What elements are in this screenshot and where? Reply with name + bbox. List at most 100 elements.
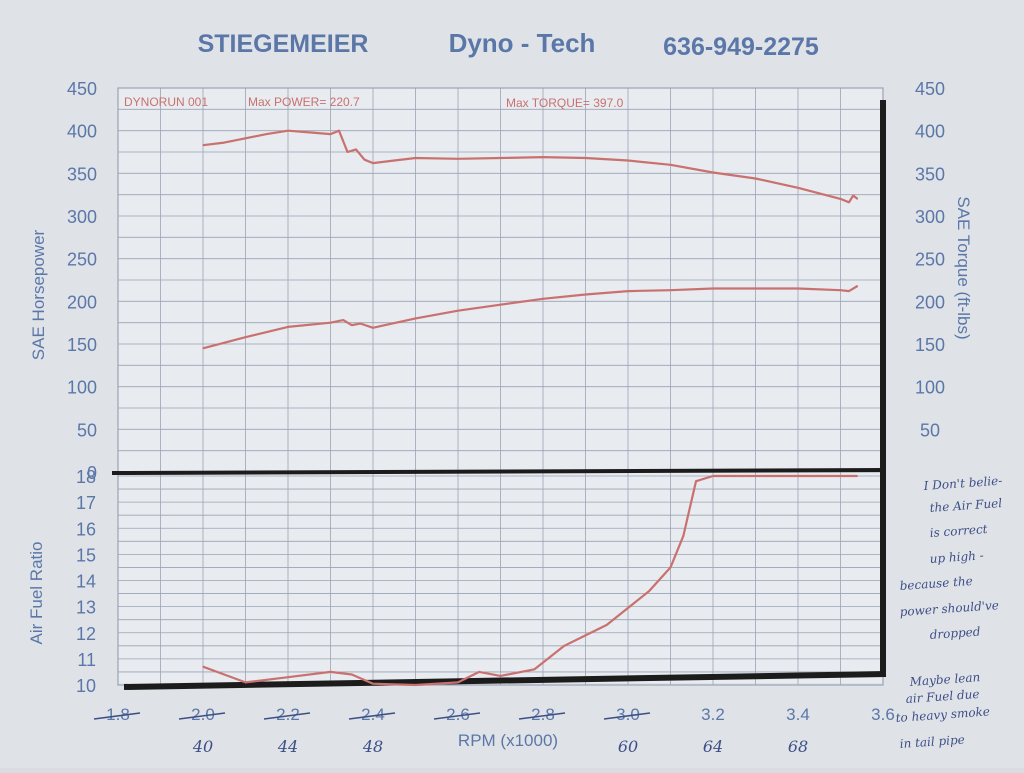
handwritten-number: 64 [703, 737, 723, 756]
power-point [329, 322, 332, 324]
afr-point [457, 681, 459, 683]
x-axis-label-rpm: RPM (x1000) [458, 731, 558, 750]
power-point [499, 304, 502, 306]
torque-point [797, 187, 799, 189]
y-tick-label-torque: 400 [915, 122, 945, 142]
y-tick-label-horsepower: 150 [67, 335, 97, 355]
afr-point [856, 475, 859, 477]
handwritten-note-line: in tail pipe [899, 732, 965, 751]
afr-point [244, 681, 247, 683]
x-tick-label-rpm: 1.8 [106, 705, 130, 724]
torque-point [244, 137, 247, 139]
x-tick-label-rpm: 3.2 [701, 705, 725, 724]
y-tick-label-air-fuel: 11 [77, 650, 96, 670]
handwritten-number: 60 [618, 737, 638, 756]
y-tick-label-torque: 350 [915, 164, 945, 184]
torque-point [393, 159, 395, 162]
y-tick-label-horsepower: 400 [67, 122, 97, 142]
x-tick-label-rpm: 2.8 [531, 705, 555, 724]
max-power-label: Max POWER= 220.7 [248, 95, 360, 109]
torque-point [848, 201, 850, 203]
tick-labels: 0 50 100 150 200 250 300 350 400 450 50 100 150 200 25… [67, 79, 945, 724]
handwritten-note-line: to heavy smoke [895, 704, 990, 725]
afr-point [797, 475, 799, 477]
handwritten-note-line: power should've [899, 598, 999, 619]
y-tick-label-horsepower: 350 [67, 164, 97, 184]
pen-strike-mark [348, 712, 396, 720]
x-tick-label-rpm: 2.2 [276, 705, 300, 724]
power-point [542, 298, 544, 300]
y-tick-label-air-fuel: 13 [76, 598, 96, 618]
handwritten-note-line: is correct [929, 522, 988, 540]
brand-name: Dyno - Tech [449, 28, 596, 58]
power-point [244, 336, 247, 338]
handwritten-number: 44 [277, 737, 298, 756]
afr-point [329, 671, 332, 673]
y-tick-label-horsepower: 250 [67, 250, 97, 270]
power-point [202, 347, 204, 349]
afr-point [372, 683, 374, 685]
pen-strike-mark [263, 712, 311, 720]
torque-point [372, 162, 374, 164]
afr-point [839, 475, 842, 477]
handwritten-note-line: dropped [929, 624, 981, 642]
y-tick-label-torque: 50 [920, 420, 940, 440]
torque-point [627, 159, 629, 162]
y-tick-label-horsepower: 450 [67, 79, 97, 99]
data-traces [202, 129, 859, 687]
afr-point [478, 671, 480, 673]
torque-point [355, 148, 357, 151]
y-tick-label-horsepower: 0 [87, 463, 97, 483]
torque-point [839, 198, 842, 200]
zero-divider-line [111, 468, 887, 475]
company-name: STIEGEMEIER [198, 30, 369, 58]
pen-strike-mark [178, 712, 226, 720]
torque-point [202, 144, 204, 146]
afr-point [754, 475, 757, 477]
bottom-axis-bar [123, 671, 887, 690]
handwritten-note-line: because the [899, 574, 973, 593]
y-tick-label-air-fuel: 14 [76, 572, 96, 592]
y-tick-label-horsepower: 300 [67, 207, 97, 227]
x-tick-label-rpm: 2.6 [446, 705, 470, 724]
afr-point [563, 645, 565, 647]
afr-point [606, 624, 608, 626]
torque-point [308, 131, 310, 133]
handwritten-note-line: the Air Fuel [929, 496, 1002, 515]
y-tick-label-air-fuel: 10 [76, 676, 96, 696]
power-point [797, 287, 799, 290]
pen-strike-mark [518, 712, 566, 720]
power-point [627, 290, 629, 292]
x-tick-label-rpm: 3.4 [786, 705, 810, 724]
chart-frame [111, 87, 887, 690]
torque-point [669, 164, 672, 166]
handwritten-number: 48 [362, 737, 383, 756]
y-tick-label-horsepower: 50 [77, 420, 97, 440]
max-torque-label: Max TORQUE= 397.0 [506, 96, 624, 110]
power-point [839, 289, 842, 291]
y-axis-label-torque: SAE Torque (ft-lbs) [954, 196, 973, 339]
y-axis-label-air-fuel: Air Fuel Ratio [27, 542, 46, 645]
afr-point [648, 590, 650, 592]
torque-point [363, 159, 366, 161]
power-point [414, 317, 417, 319]
torque-point [712, 171, 714, 174]
y-tick-label-torque: 300 [915, 207, 945, 227]
afr-point [499, 675, 502, 677]
y-tick-label-air-fuel: 12 [76, 624, 96, 644]
y-tick-label-torque: 150 [915, 335, 945, 355]
y-tick-label-air-fuel: 17 [76, 493, 96, 513]
afr-point [533, 668, 536, 670]
handwritten-number: 40 [192, 737, 213, 756]
power-point [457, 310, 459, 312]
power-point [669, 289, 672, 291]
torque-point [287, 130, 289, 132]
handwritten-note-line: up high - [929, 548, 984, 566]
power-point [712, 287, 714, 290]
pen-strike-mark [433, 712, 481, 720]
handwritten-side-note: I Don't belie-the Air Fuel is correct up h… [895, 474, 1002, 751]
power-point [287, 326, 289, 328]
handwritten-note-line: Maybe lean [908, 670, 980, 689]
y-tick-label-air-fuel: 18 [76, 467, 96, 487]
